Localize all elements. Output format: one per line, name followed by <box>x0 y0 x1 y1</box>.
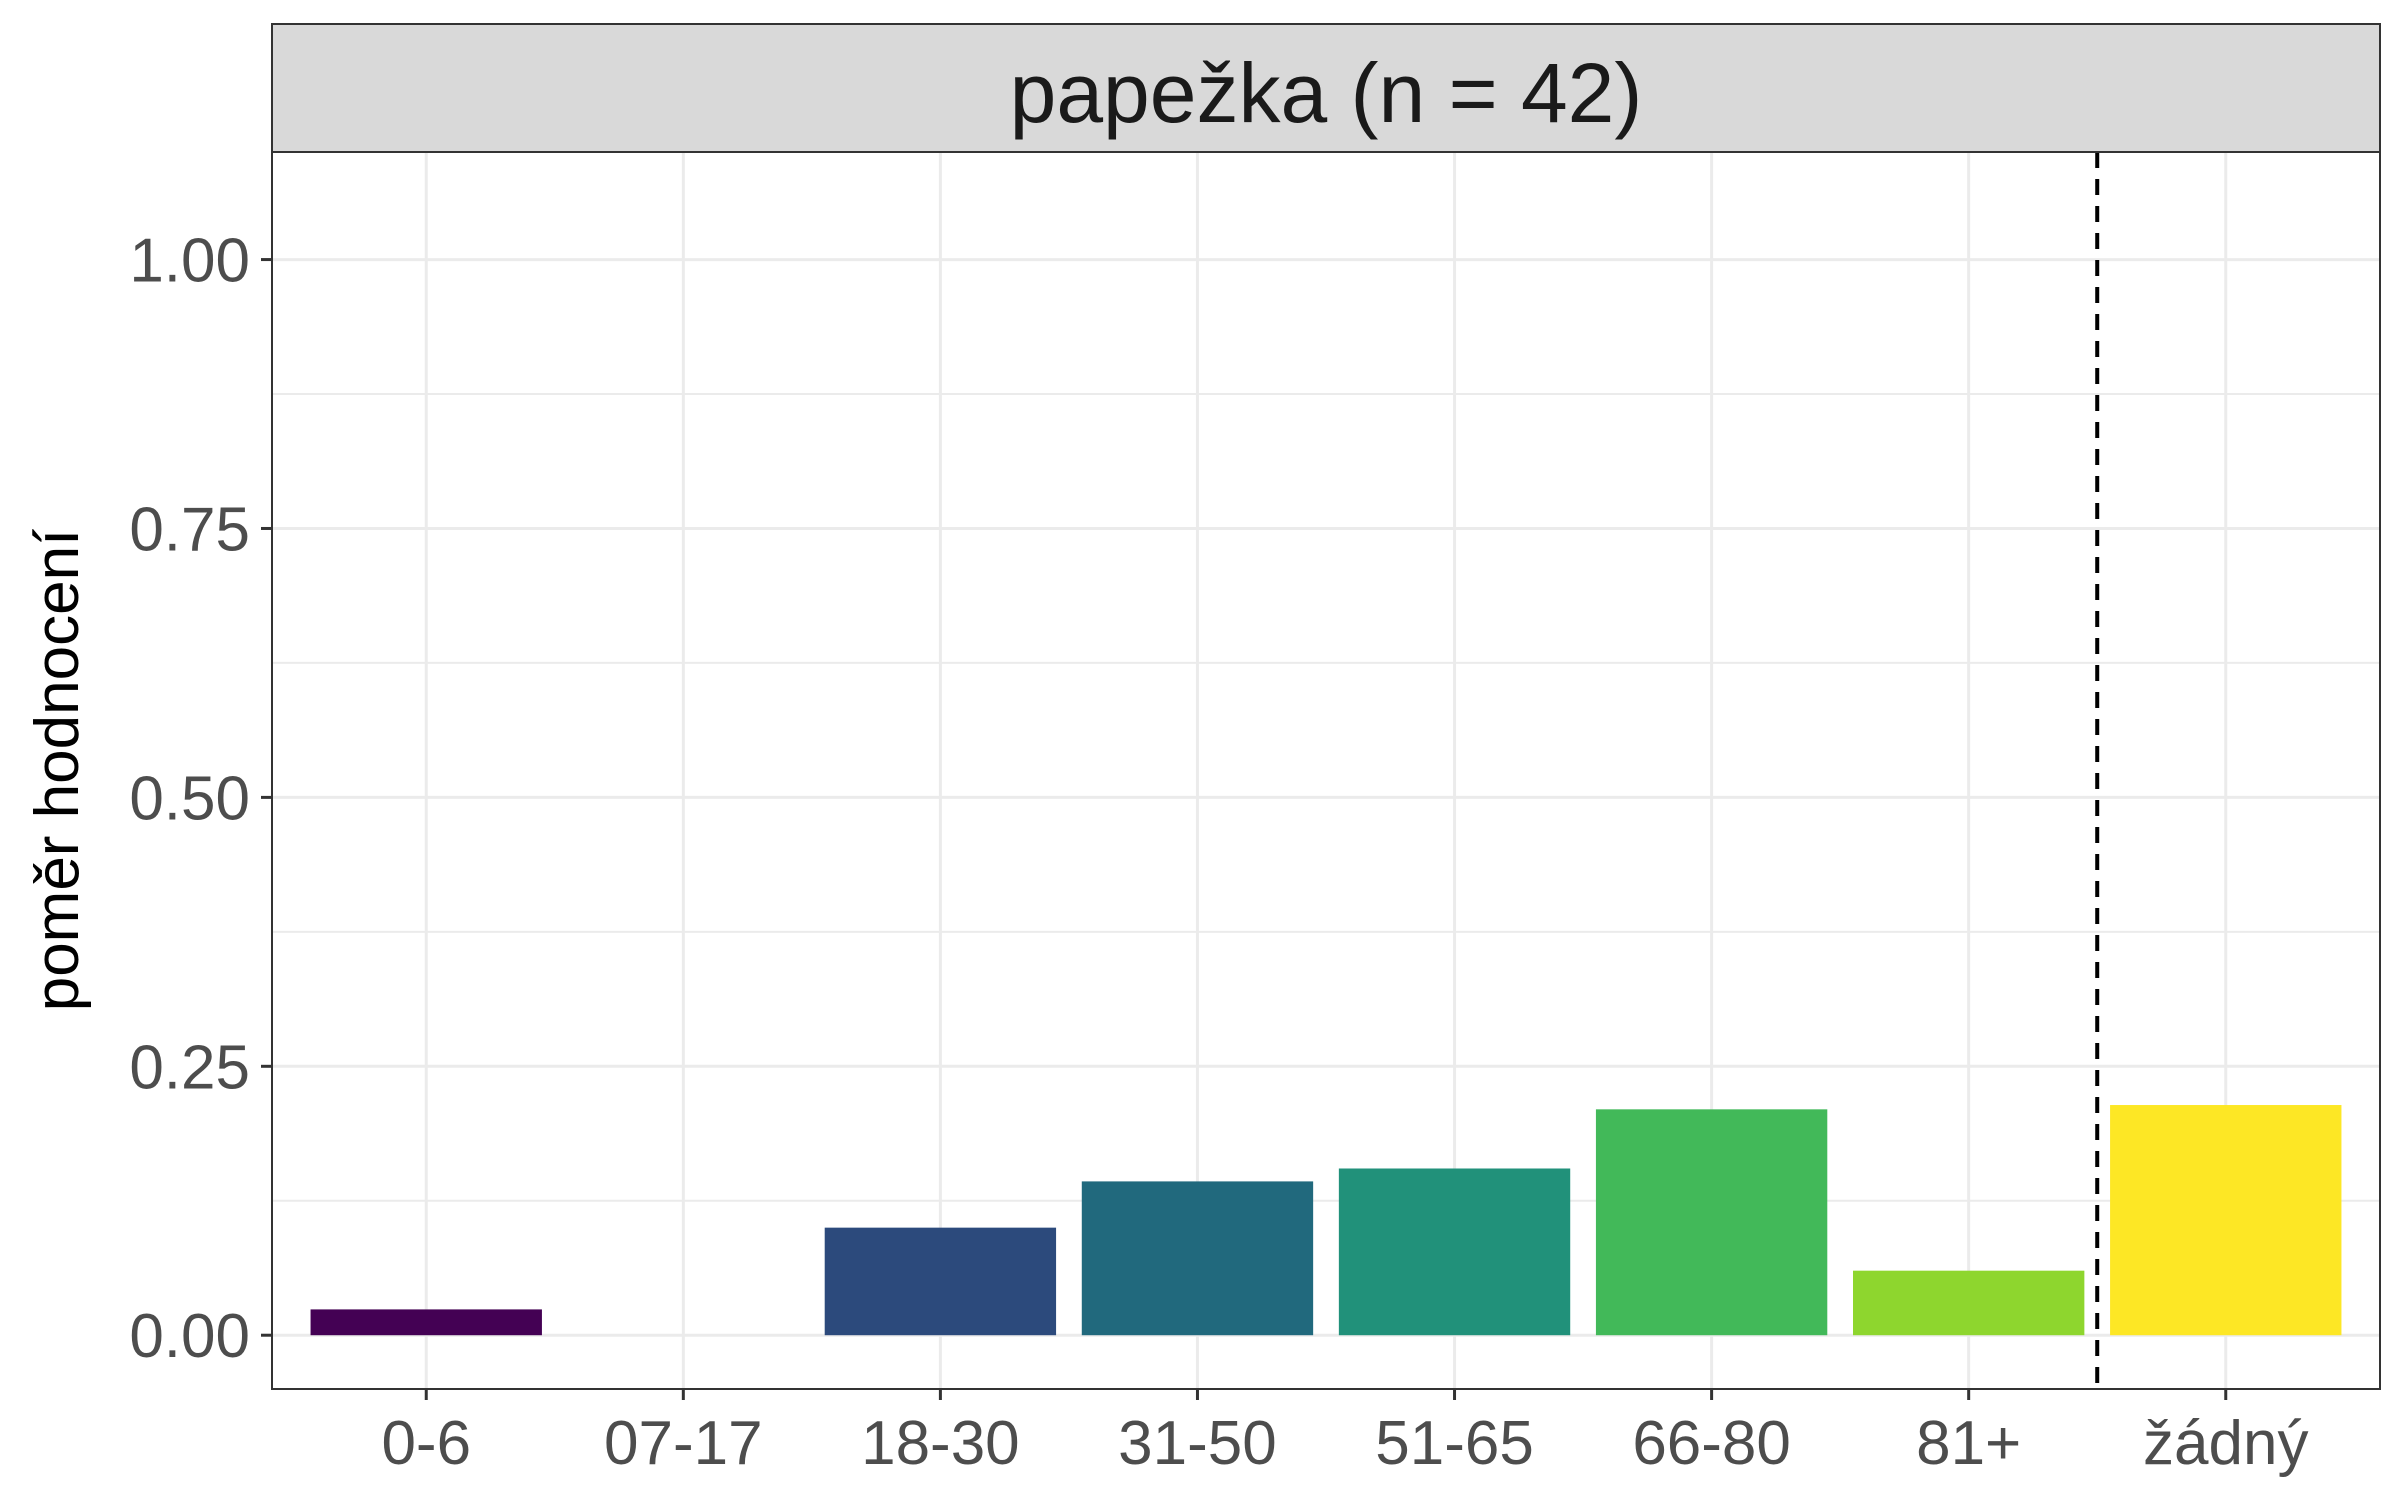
bar-66-80 <box>1595 1109 1828 1336</box>
y-axis-title: poměr hodnocení <box>23 529 92 1012</box>
x-tick-label: 66-80 <box>1632 1409 1791 1478</box>
major-gridlines <box>272 152 2380 1389</box>
plot-panel <box>272 152 2380 1389</box>
y-tick-label: 0.25 <box>129 1033 250 1102</box>
y-tick-label: 0.50 <box>129 764 250 833</box>
x-tick-label: 18-30 <box>861 1409 1020 1478</box>
bar-žádný <box>2110 1105 2342 1336</box>
x-tick-label: 31-50 <box>1118 1409 1277 1478</box>
y-tick-label: 0.00 <box>129 1302 250 1371</box>
x-tick-label: žádný <box>2143 1409 2308 1478</box>
bar-18-30 <box>824 1227 1057 1336</box>
y-axis: 0.00 0.25 0.50 0.75 1.00 <box>129 227 272 1371</box>
bar-51-65 <box>1338 1168 1571 1336</box>
x-tick-label: 51-65 <box>1375 1409 1534 1478</box>
y-tick-label: 0.75 <box>129 495 250 564</box>
bar-81+ <box>1853 1270 2085 1336</box>
x-tick-label: 81+ <box>1916 1409 2021 1478</box>
facet-strip <box>271 23 2381 153</box>
y-tick-label: 1.00 <box>129 227 250 296</box>
facet-strip-title: papežka (n = 42) <box>1010 46 1643 140</box>
plot-panel-border <box>271 151 2381 1390</box>
bar-0-6 <box>310 1309 542 1336</box>
bars-layer <box>310 1105 2342 1336</box>
bar-31-50 <box>1081 1181 1314 1336</box>
x-axis: 0-6 07-17 18-30 31-50 51-65 66-80 81+ žádný <box>381 1389 2308 1478</box>
minor-gridlines <box>272 393 2380 1202</box>
x-tick-label: 07-17 <box>604 1409 763 1478</box>
x-tick-label: 0-6 <box>381 1409 471 1478</box>
